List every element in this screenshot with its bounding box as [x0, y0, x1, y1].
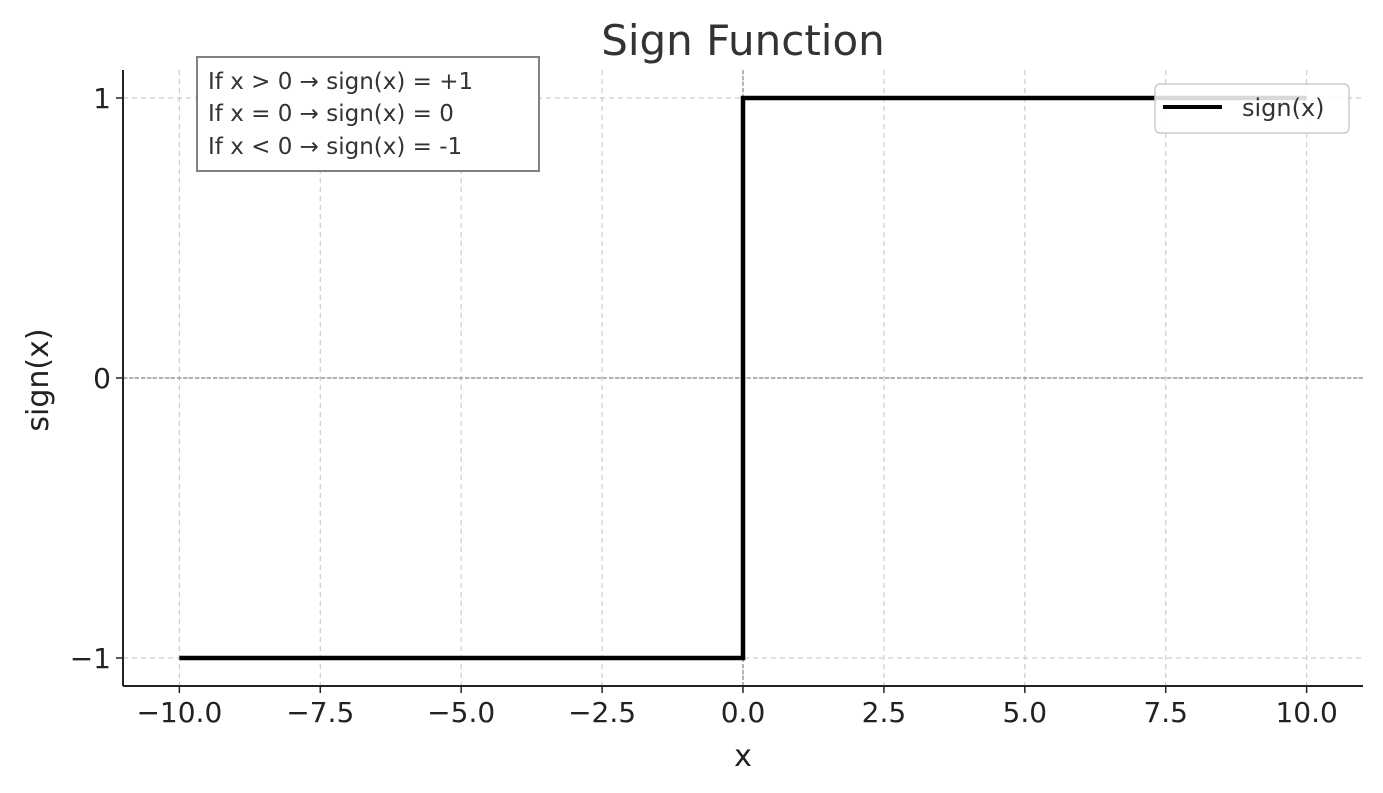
x-tick-label: −10.0 — [136, 696, 222, 729]
y-tick-label: 0 — [93, 362, 111, 395]
x-tick-label: −7.5 — [286, 696, 354, 729]
annotation-frame — [196, 56, 540, 172]
y-tick-label: 1 — [93, 82, 111, 115]
series-layer — [179, 95, 1307, 661]
legend-frame — [1154, 83, 1350, 134]
x-axis-label: x — [734, 739, 752, 774]
annotation-line-zero: If x = 0 → sign(x) = 0 — [208, 101, 454, 127]
x-tick-label: −2.5 — [568, 696, 636, 729]
chart-title: Sign Function — [601, 16, 885, 65]
x-tick-label: 2.5 — [862, 696, 907, 729]
y-axis-ticks: −1 0 1 — [70, 82, 123, 675]
x-tick-label: 10.0 — [1275, 696, 1337, 729]
annotation-line-positive: If x > 0 → sign(x) = +1 — [208, 69, 473, 95]
y-tick-label: −1 — [70, 642, 111, 675]
x-tick-label: 7.5 — [1143, 696, 1188, 729]
x-tick-label: −5.0 — [427, 696, 495, 729]
x-tick-label: 5.0 — [1003, 696, 1048, 729]
annotation-box: If x > 0 → sign(x) = +1 If x = 0 → sign(… — [196, 56, 540, 172]
series-line-sign — [179, 95, 1307, 661]
y-axis-label: sign(x) — [21, 328, 56, 431]
annotation-line-negative: If x < 0 → sign(x) = -1 — [208, 134, 462, 160]
legend-label-sign: sign(x) — [1242, 94, 1325, 122]
legend: sign(x) — [1154, 83, 1350, 134]
x-axis-ticks: −10.0 −7.5 −5.0 −2.5 0.0 2.5 5.0 7.5 10.0 — [136, 686, 1338, 729]
x-tick-label: 0.0 — [721, 696, 766, 729]
